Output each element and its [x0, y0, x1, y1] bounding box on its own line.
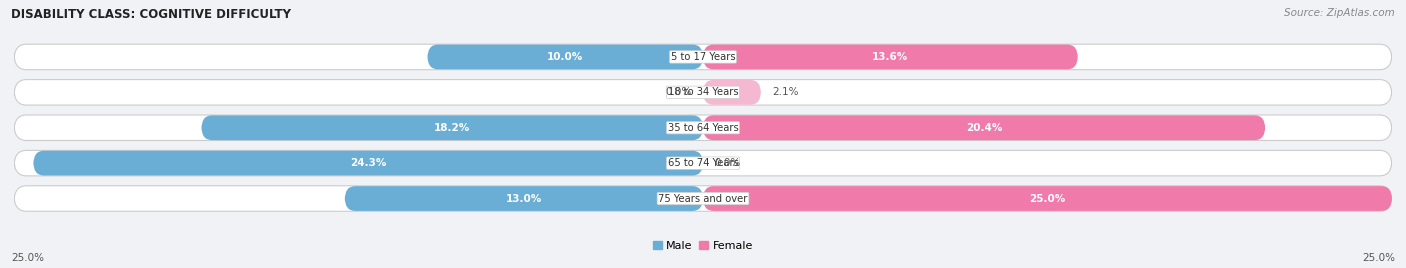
Text: 5 to 17 Years: 5 to 17 Years — [671, 52, 735, 62]
Text: 2.1%: 2.1% — [772, 87, 799, 97]
Legend: Male, Female: Male, Female — [648, 236, 758, 255]
Text: 75 Years and over: 75 Years and over — [658, 193, 748, 203]
Text: 35 to 64 Years: 35 to 64 Years — [668, 123, 738, 133]
Text: 18 to 34 Years: 18 to 34 Years — [668, 87, 738, 97]
Text: 10.0%: 10.0% — [547, 52, 583, 62]
FancyBboxPatch shape — [703, 80, 761, 105]
Text: 0.0%: 0.0% — [665, 87, 692, 97]
FancyBboxPatch shape — [14, 150, 1392, 176]
FancyBboxPatch shape — [14, 186, 1392, 211]
Text: 0.0%: 0.0% — [714, 158, 741, 168]
Text: 25.0%: 25.0% — [1362, 253, 1395, 263]
Text: 18.2%: 18.2% — [434, 123, 471, 133]
FancyBboxPatch shape — [427, 44, 703, 69]
FancyBboxPatch shape — [34, 151, 703, 176]
Text: 25.0%: 25.0% — [1029, 193, 1066, 203]
FancyBboxPatch shape — [14, 80, 1392, 105]
FancyBboxPatch shape — [703, 186, 1392, 211]
FancyBboxPatch shape — [344, 186, 703, 211]
Text: 20.4%: 20.4% — [966, 123, 1002, 133]
Text: Source: ZipAtlas.com: Source: ZipAtlas.com — [1284, 8, 1395, 18]
FancyBboxPatch shape — [14, 115, 1392, 140]
Text: DISABILITY CLASS: COGNITIVE DIFFICULTY: DISABILITY CLASS: COGNITIVE DIFFICULTY — [11, 8, 291, 21]
FancyBboxPatch shape — [703, 115, 1265, 140]
Text: 13.6%: 13.6% — [872, 52, 908, 62]
FancyBboxPatch shape — [703, 44, 1078, 69]
Text: 25.0%: 25.0% — [11, 253, 44, 263]
FancyBboxPatch shape — [201, 115, 703, 140]
Text: 24.3%: 24.3% — [350, 158, 387, 168]
Text: 65 to 74 Years: 65 to 74 Years — [668, 158, 738, 168]
FancyBboxPatch shape — [14, 44, 1392, 70]
Text: 13.0%: 13.0% — [506, 193, 541, 203]
